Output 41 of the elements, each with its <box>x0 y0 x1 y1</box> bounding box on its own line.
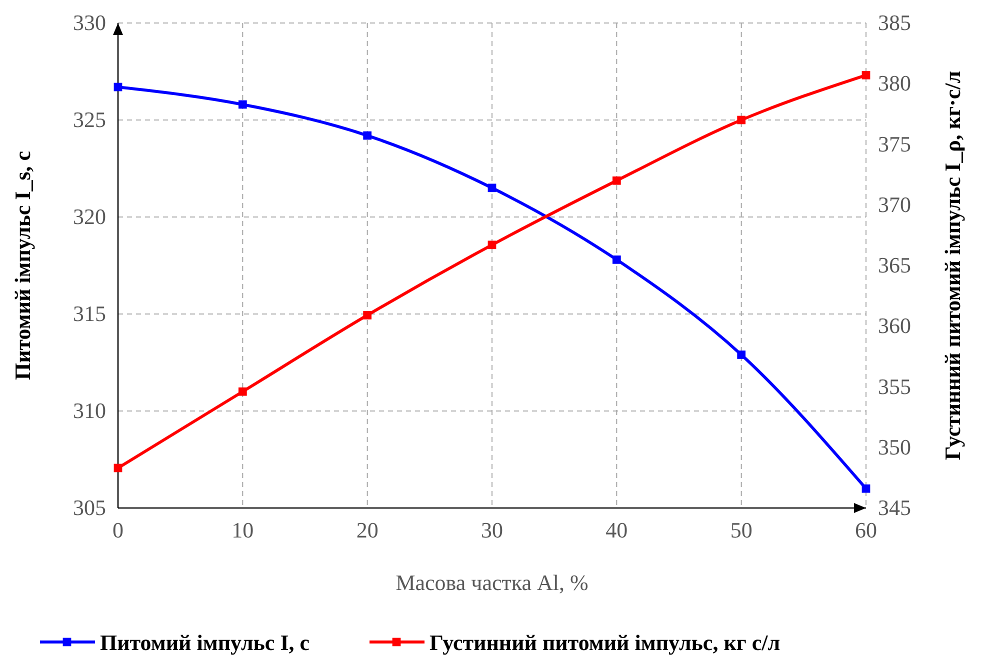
y2-tick-label: 365 <box>878 252 911 278</box>
y-axis-title: Питомий імпульс I_s, с <box>10 150 35 380</box>
x-tick-label: 20 <box>356 518 378 543</box>
point <box>363 311 372 320</box>
point <box>114 464 122 472</box>
x-tick-label: 60 <box>855 518 877 543</box>
point <box>363 131 372 140</box>
y2-tick-label: 350 <box>878 434 911 460</box>
y-tick-label: 315 <box>73 301 106 326</box>
y-tick-label: 305 <box>73 495 106 520</box>
y2-tick-label: 345 <box>878 495 911 520</box>
x-tick-label: 30 <box>481 518 503 543</box>
point <box>114 82 122 92</box>
point <box>488 184 496 192</box>
y-tick-label: 320 <box>73 204 106 230</box>
point <box>862 70 870 80</box>
y2-tick-label: 380 <box>878 70 911 96</box>
y2-tick-label: 355 <box>878 374 911 399</box>
y-tick-label: 310 <box>73 398 106 424</box>
legend-label: Питомий імпульс I, с <box>100 630 310 655</box>
point <box>862 484 870 493</box>
y2-tick-label: 385 <box>878 10 911 36</box>
point <box>737 116 746 124</box>
x-tick-label: 50 <box>730 518 752 543</box>
point <box>737 350 746 359</box>
legend-label: Густинний питомий імпульс, кг с/л <box>430 630 780 655</box>
point <box>238 100 247 109</box>
x-axis-title: Масова частка Al, % <box>396 570 588 595</box>
point <box>238 387 247 396</box>
y-tick-label: 330 <box>73 10 106 36</box>
y2-tick-label: 375 <box>878 131 911 156</box>
y2-tick-label: 370 <box>878 192 911 217</box>
y-tick-label: 325 <box>73 107 106 132</box>
point <box>488 240 496 250</box>
x-tick-label: 40 <box>606 518 628 543</box>
x-tick-label: 10 <box>232 518 254 543</box>
y2-tick-label: 360 <box>878 313 911 338</box>
x-tick-label: 0 <box>112 518 124 543</box>
point <box>612 255 621 264</box>
y2-axis-title: Густинний питомий імпульс I_ρ, кг·с/л <box>940 70 965 460</box>
point <box>612 176 621 185</box>
